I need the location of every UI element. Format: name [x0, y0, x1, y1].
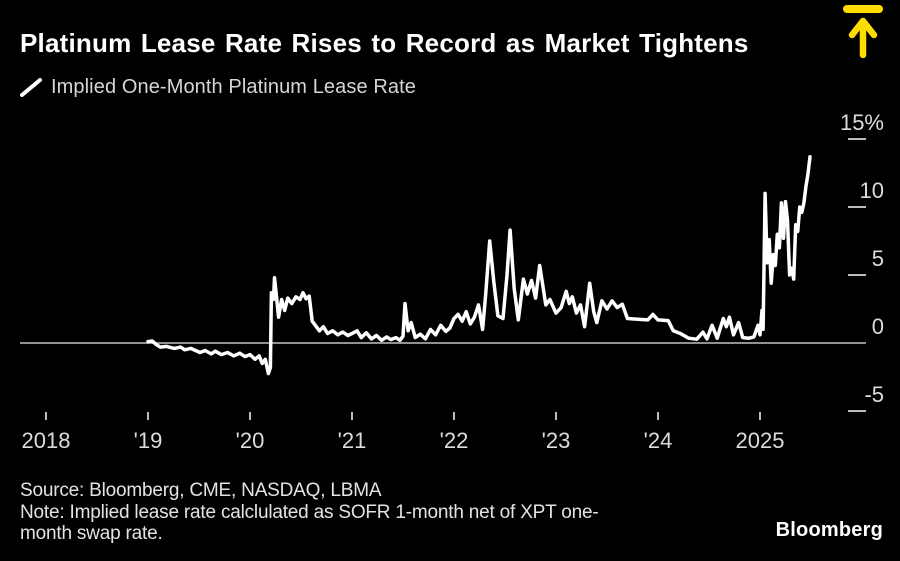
- x-axis-label: '21: [338, 428, 367, 453]
- legend-label: Implied One-Month Platinum Lease Rate: [51, 76, 416, 98]
- x-axis-label: '23: [542, 428, 571, 453]
- y-axis-label: 0: [872, 314, 884, 339]
- x-axis-label: 2018: [22, 428, 71, 453]
- note-text: Note: Implied lease rate calclulated as …: [20, 501, 599, 545]
- y-axis-label: -5: [864, 382, 884, 407]
- source-text: Source: Bloomberg, CME, NASDAQ, LBMA: [20, 480, 382, 501]
- y-axis-label: 15%: [840, 110, 884, 135]
- up-arrow: [848, 17, 878, 59]
- legend-line-icon: [20, 78, 42, 97]
- x-axis-label: '20: [236, 428, 265, 453]
- legend: Implied One-Month Platinum Lease Rate: [20, 76, 416, 99]
- y-axis-label: 10: [860, 178, 884, 203]
- record-high-arrow-icon: [842, 4, 884, 63]
- x-axis-label: 2025: [736, 428, 785, 453]
- x-axis-label: '19: [134, 428, 163, 453]
- page-title: Platinum Lease Rate Rises to Record as M…: [20, 28, 749, 58]
- bloomberg-logo: Bloomberg: [775, 519, 883, 541]
- x-axis-label: '22: [440, 428, 469, 453]
- record-bar: [843, 5, 883, 13]
- y-axis-label: 5: [872, 246, 884, 271]
- series-line: [146, 154, 812, 376]
- footer: Source: Bloomberg, CME, NASDAQ, LBMA Not…: [20, 480, 628, 545]
- x-axis-label: '24: [644, 428, 673, 453]
